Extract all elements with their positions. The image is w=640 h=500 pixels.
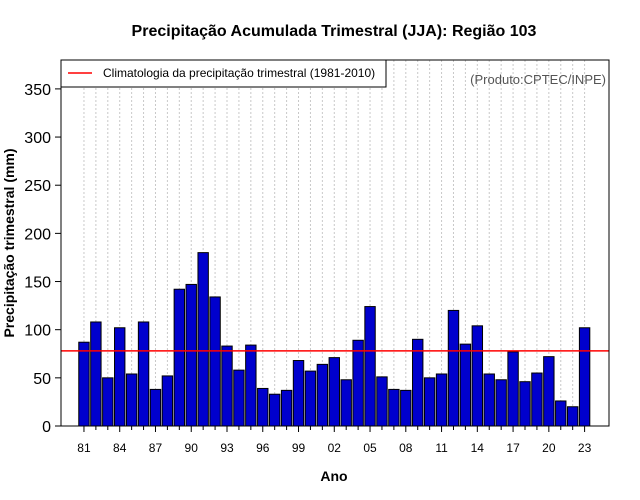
y-axis-title: Precipitação trimestral (mm) [1,148,17,337]
bar [173,288,186,427]
bar [495,379,507,427]
x-tick-label: 05 [363,441,377,455]
x-tick-label: 96 [256,441,270,455]
y-tick-label: 50 [33,371,51,388]
y-tick-label: 300 [24,130,51,147]
bar [149,388,162,427]
bar [543,356,555,427]
x-axis-title: Ano [320,468,347,484]
y-tick-label: 100 [24,323,51,340]
credit-text: (Produto:CPTEC/INPE) [470,72,606,87]
bar [423,377,436,427]
y-tick-label: 200 [24,226,51,243]
x-tick-label: 90 [185,441,199,455]
bar [78,341,90,427]
x-tick-label: 23 [578,441,592,455]
x-tick-label: 87 [149,441,163,455]
bar [233,369,245,427]
bar [280,389,293,427]
bar [340,379,352,427]
x-tick-label: 20 [542,441,556,455]
legend-box [60,59,387,88]
bar [578,327,591,427]
bar [221,345,233,427]
legend: Climatologia da precipitação trimestral … [60,59,387,88]
bar [555,400,567,427]
bar [328,357,340,427]
bar [483,373,495,427]
bars [78,252,591,427]
bar [245,344,257,427]
x-tick-label: 08 [399,441,413,455]
bar [137,321,150,427]
bar [209,296,221,427]
x-tick-label: 02 [328,441,342,455]
bar [161,375,174,427]
chart-title: Precipitação Acumulada Trimestral (JJA):… [132,23,537,40]
y-axis: 0 50 100 150 200 250 300 350 [24,82,61,436]
x-tick-label: 99 [292,441,306,455]
bar [412,338,424,427]
bar [114,327,126,427]
x-tick-label: 93 [220,441,234,455]
bar [471,325,484,427]
bar [197,252,209,427]
bar [507,351,519,427]
bar [364,306,376,427]
bar [566,406,579,427]
bar [388,388,400,427]
x-axis: 81 84 87 90 93 96 99 02 05 08 11 14 17 20 23 [77,426,592,455]
bar [447,309,460,427]
y-tick-label: 250 [24,178,51,195]
legend-label: Climatologia da precipitação trimestral … [103,66,375,80]
bar [90,321,102,427]
bar [304,370,317,427]
y-tick-label: 150 [24,275,51,292]
bar [316,363,329,427]
bar [352,339,364,427]
x-tick-label: 84 [113,441,127,455]
bar [376,376,388,427]
x-tick-label: 14 [471,441,485,455]
bar [531,372,543,427]
bar [292,360,305,427]
x-tick-label: 81 [77,441,91,455]
bar [435,373,448,427]
bar [400,389,412,427]
y-tick-label: 350 [24,82,51,99]
bar [102,377,114,427]
bar [125,373,138,427]
bar [519,381,531,427]
bar [268,393,281,427]
bar [459,343,472,427]
bar [185,283,197,427]
x-tick-label: 17 [506,441,520,455]
x-tick-label: 11 [435,441,448,455]
bar [257,387,269,427]
y-tick-label: 0 [42,419,51,436]
